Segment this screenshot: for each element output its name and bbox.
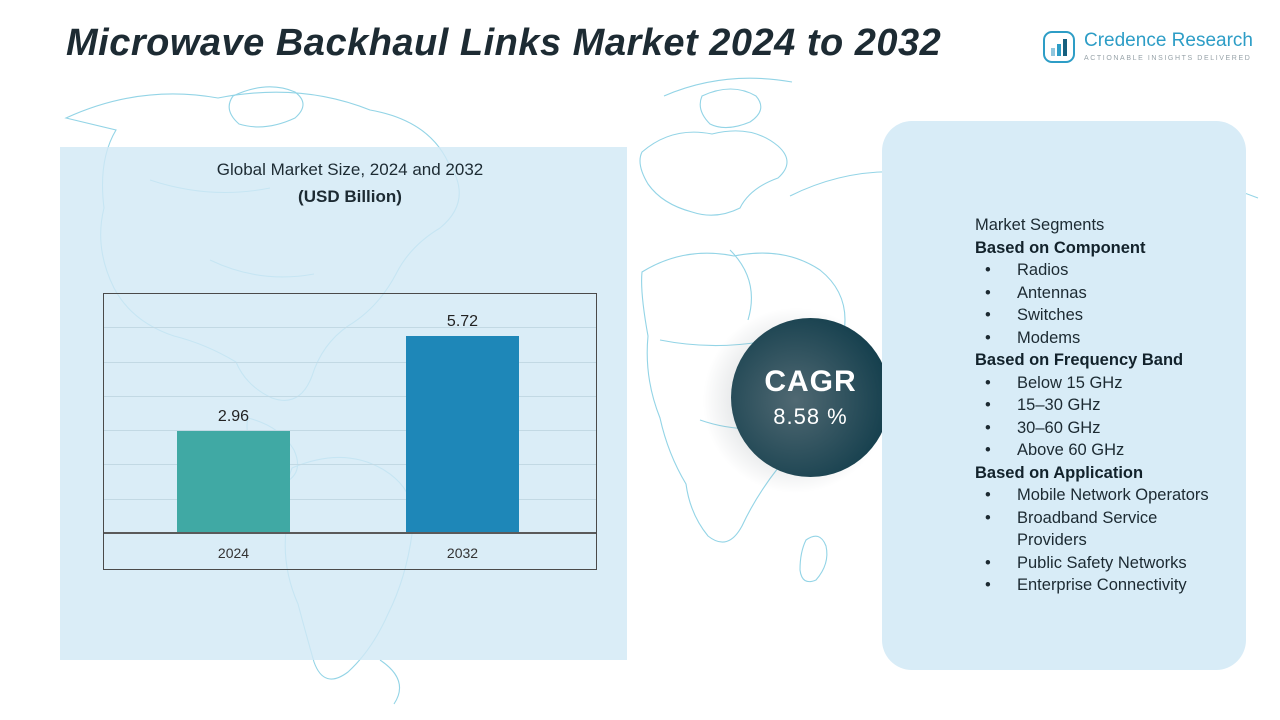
bar-value-label: 2.96 [217, 407, 250, 425]
segments-list: Based on Component • Radios • Antennas • Switc… [975, 237, 1230, 597]
segment-heading: Based on Application [975, 463, 1144, 482]
bar-group-2024: 2.96 [177, 408, 290, 532]
logo-name: Credence Research [1084, 30, 1253, 51]
segment-item-label: 15–30 GHz [1017, 396, 1101, 414]
bullet-icon: • [985, 508, 991, 527]
segment-item: • Radios [975, 259, 1230, 282]
segment-item: • Modems [975, 327, 1230, 350]
chart-title-block: Global Market Size, 2024 and 2032 (USD B… [120, 160, 580, 207]
logo-tagline: ACTIONABLE INSIGHTS DELIVERED [1084, 55, 1252, 62]
segment-item-label: 30–60 GHz [1017, 418, 1101, 437]
segment-item-label: Below 15 GHz [1017, 373, 1123, 392]
segment-item-label: Public Safety Networks [1017, 553, 1187, 572]
gridline [104, 498, 596, 500]
gridline [104, 395, 596, 397]
segment-item: • Public Safety Networks [975, 552, 1230, 575]
logo-text: Credence Research ACTIONABLE INSIGHTS DE… [1084, 30, 1253, 62]
segment-item-label: Enterprise Connectivity [1017, 576, 1187, 594]
segment-heading: Based on Frequency Band [975, 351, 1184, 369]
bullet-icon: • [985, 486, 991, 504]
bar-chart-logo-icon [1043, 31, 1075, 63]
segment-item: • Mobile Network Operators [975, 484, 1230, 507]
cagr-badge: CAGR 8.58 % [693, 298, 898, 503]
segment-item: • Below 15 GHz [975, 372, 1230, 395]
bullet-icon: • [985, 553, 991, 572]
segment-heading: Based on Component [975, 238, 1146, 257]
bullet-icon: • [985, 418, 991, 437]
segments-title: Market Segments [975, 216, 1105, 234]
segment-item: • Switches [975, 304, 1230, 327]
segment-item: • Enterprise Connectivity [975, 574, 1230, 597]
bullet-icon: • [985, 373, 991, 392]
market-segments-panel: Market Segments Based on Component • Radio… [882, 121, 1246, 670]
segment-item: • Broadband Service Providers [975, 507, 1230, 552]
segment-item-label: Antennas [1017, 283, 1087, 302]
bar-chart-plot: 2.96 2024 5.72 2032 [103, 293, 597, 570]
bullet-icon: • [985, 328, 991, 347]
market-segments-content: Market Segments Based on Component • Radio… [882, 121, 1246, 597]
gridline [104, 361, 596, 363]
x-axis-line [104, 532, 596, 534]
credence-research-logo: Credence Research ACTIONABLE INSIGHTS DE… [1042, 30, 1253, 64]
segment-item-label: Above 60 GHz [1017, 441, 1125, 459]
gridline [104, 464, 596, 466]
segment-item: • Antennas [975, 282, 1230, 305]
segment-item: • 15–30 GHz [975, 394, 1230, 417]
segment-item-label: Modems [1017, 328, 1081, 347]
page-title: Microwave Backhaul Links Market 2024 to … [66, 22, 942, 64]
segment-item: • Above 60 GHz [975, 439, 1230, 462]
gridline [104, 430, 596, 432]
segment-item-label: Mobile Network Operators [1017, 486, 1209, 504]
chart-backdrop [60, 147, 627, 660]
category-label: 2024 [217, 545, 250, 561]
gridline [104, 327, 596, 329]
segment-item-label: Switches [1017, 306, 1084, 324]
cagr-label: CAGR [764, 365, 857, 398]
segment-item-label: Radios [1017, 261, 1069, 279]
segment-item: • 30–60 GHz [975, 417, 1230, 440]
bullet-icon: • [985, 396, 991, 414]
cagr-value: 8.58 % [773, 404, 848, 429]
bar-value-label: 5.72 [446, 312, 479, 330]
bullet-icon: • [985, 576, 991, 594]
bullet-icon: • [985, 306, 991, 324]
chart-title: Global Market Size, 2024 and 2032 [216, 160, 484, 179]
bullet-icon: • [985, 441, 991, 459]
chart-subtitle: (USD Billion) [298, 187, 402, 206]
bar-2032 [406, 335, 519, 532]
segment-item-label: Broadband Service Providers [1017, 508, 1158, 550]
bullet-icon: • [985, 283, 991, 302]
bar-2024 [177, 430, 290, 532]
category-label: 2032 [446, 545, 479, 561]
bullet-icon: • [985, 261, 991, 279]
bar-group-2032: 5.72 [406, 313, 519, 532]
